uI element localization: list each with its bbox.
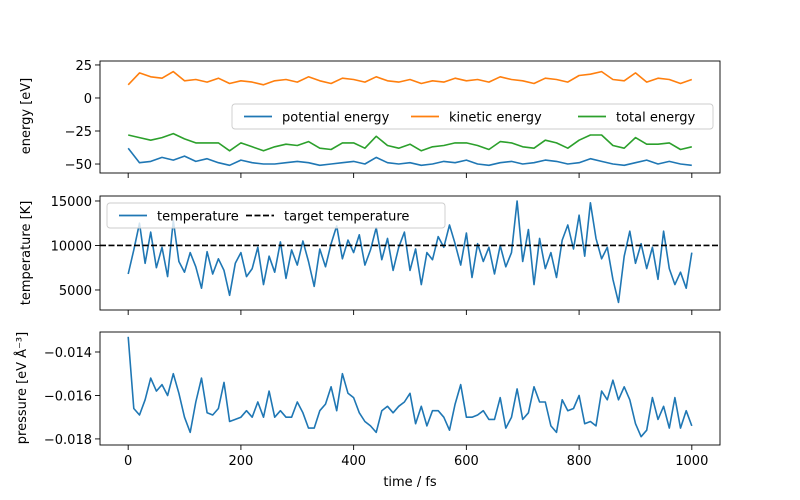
x-tick-label: 200 <box>228 454 253 469</box>
x-tick-label: 800 <box>567 454 592 469</box>
legend-label-potential-energy: potential energy <box>282 111 390 126</box>
energy-series-group <box>127 70 693 167</box>
energy-ylabel: energy [eV] <box>19 78 34 154</box>
y-tick-label: 25 <box>75 59 92 74</box>
pressure-series-group <box>127 336 693 438</box>
potential-energy-line <box>127 147 692 167</box>
y-tick-label: −0.016 <box>44 389 92 404</box>
temperature-axes-frame <box>99 195 721 311</box>
kinetic-energy-line <box>127 70 693 86</box>
energy-legend: potential energy kinetic energy total ener… <box>231 103 714 130</box>
y-tick-label: −0.014 <box>44 346 92 361</box>
time-xlabel: time / fs <box>383 475 437 490</box>
energy-axes-frame <box>99 60 721 174</box>
x-tick-label: 0 <box>124 454 132 469</box>
legend-label-total-energy: total energy <box>616 111 695 126</box>
x-tick-label: 1000 <box>675 454 708 469</box>
pressure-ylabel: pressure [eV Å⁻³] <box>14 332 30 444</box>
energy-axes: 25 0 −25 −50 potential energy kinetic energy t… <box>65 59 721 178</box>
x-tick-label: 600 <box>454 454 479 469</box>
legend-box <box>106 202 446 229</box>
temperature-series-group <box>100 200 720 304</box>
temperature-ylabel: temperature [K] <box>19 201 34 306</box>
pressure-line <box>127 336 693 438</box>
legend-box <box>231 103 714 130</box>
y-tick-label: −50 <box>65 158 92 173</box>
y-tick-label: 0 <box>84 92 92 107</box>
pressure-axes-frame <box>99 331 721 446</box>
total-energy-line <box>128 132 692 152</box>
legend-label-target-temperature: target temperature <box>284 210 409 225</box>
x-tick-label: 400 <box>341 454 366 469</box>
y-tick-label: −25 <box>65 125 92 140</box>
pressure-axes: 0 200 400 600 800 1000 −0.014 −0.016 −0.018 <box>44 331 721 469</box>
y-tick-label: −0.018 <box>44 433 92 448</box>
temperature-axes: 15000 10000 5000 temperature target temperat… <box>51 195 721 315</box>
legend-label-temperature: temperature <box>157 210 239 225</box>
y-tick-label: 10000 <box>51 239 92 254</box>
y-tick-label: 5000 <box>59 284 92 299</box>
temperature-legend: temperature target temperature <box>106 202 446 229</box>
legend-label-kinetic-energy: kinetic energy <box>449 111 542 126</box>
y-tick-label: 15000 <box>51 195 92 210</box>
